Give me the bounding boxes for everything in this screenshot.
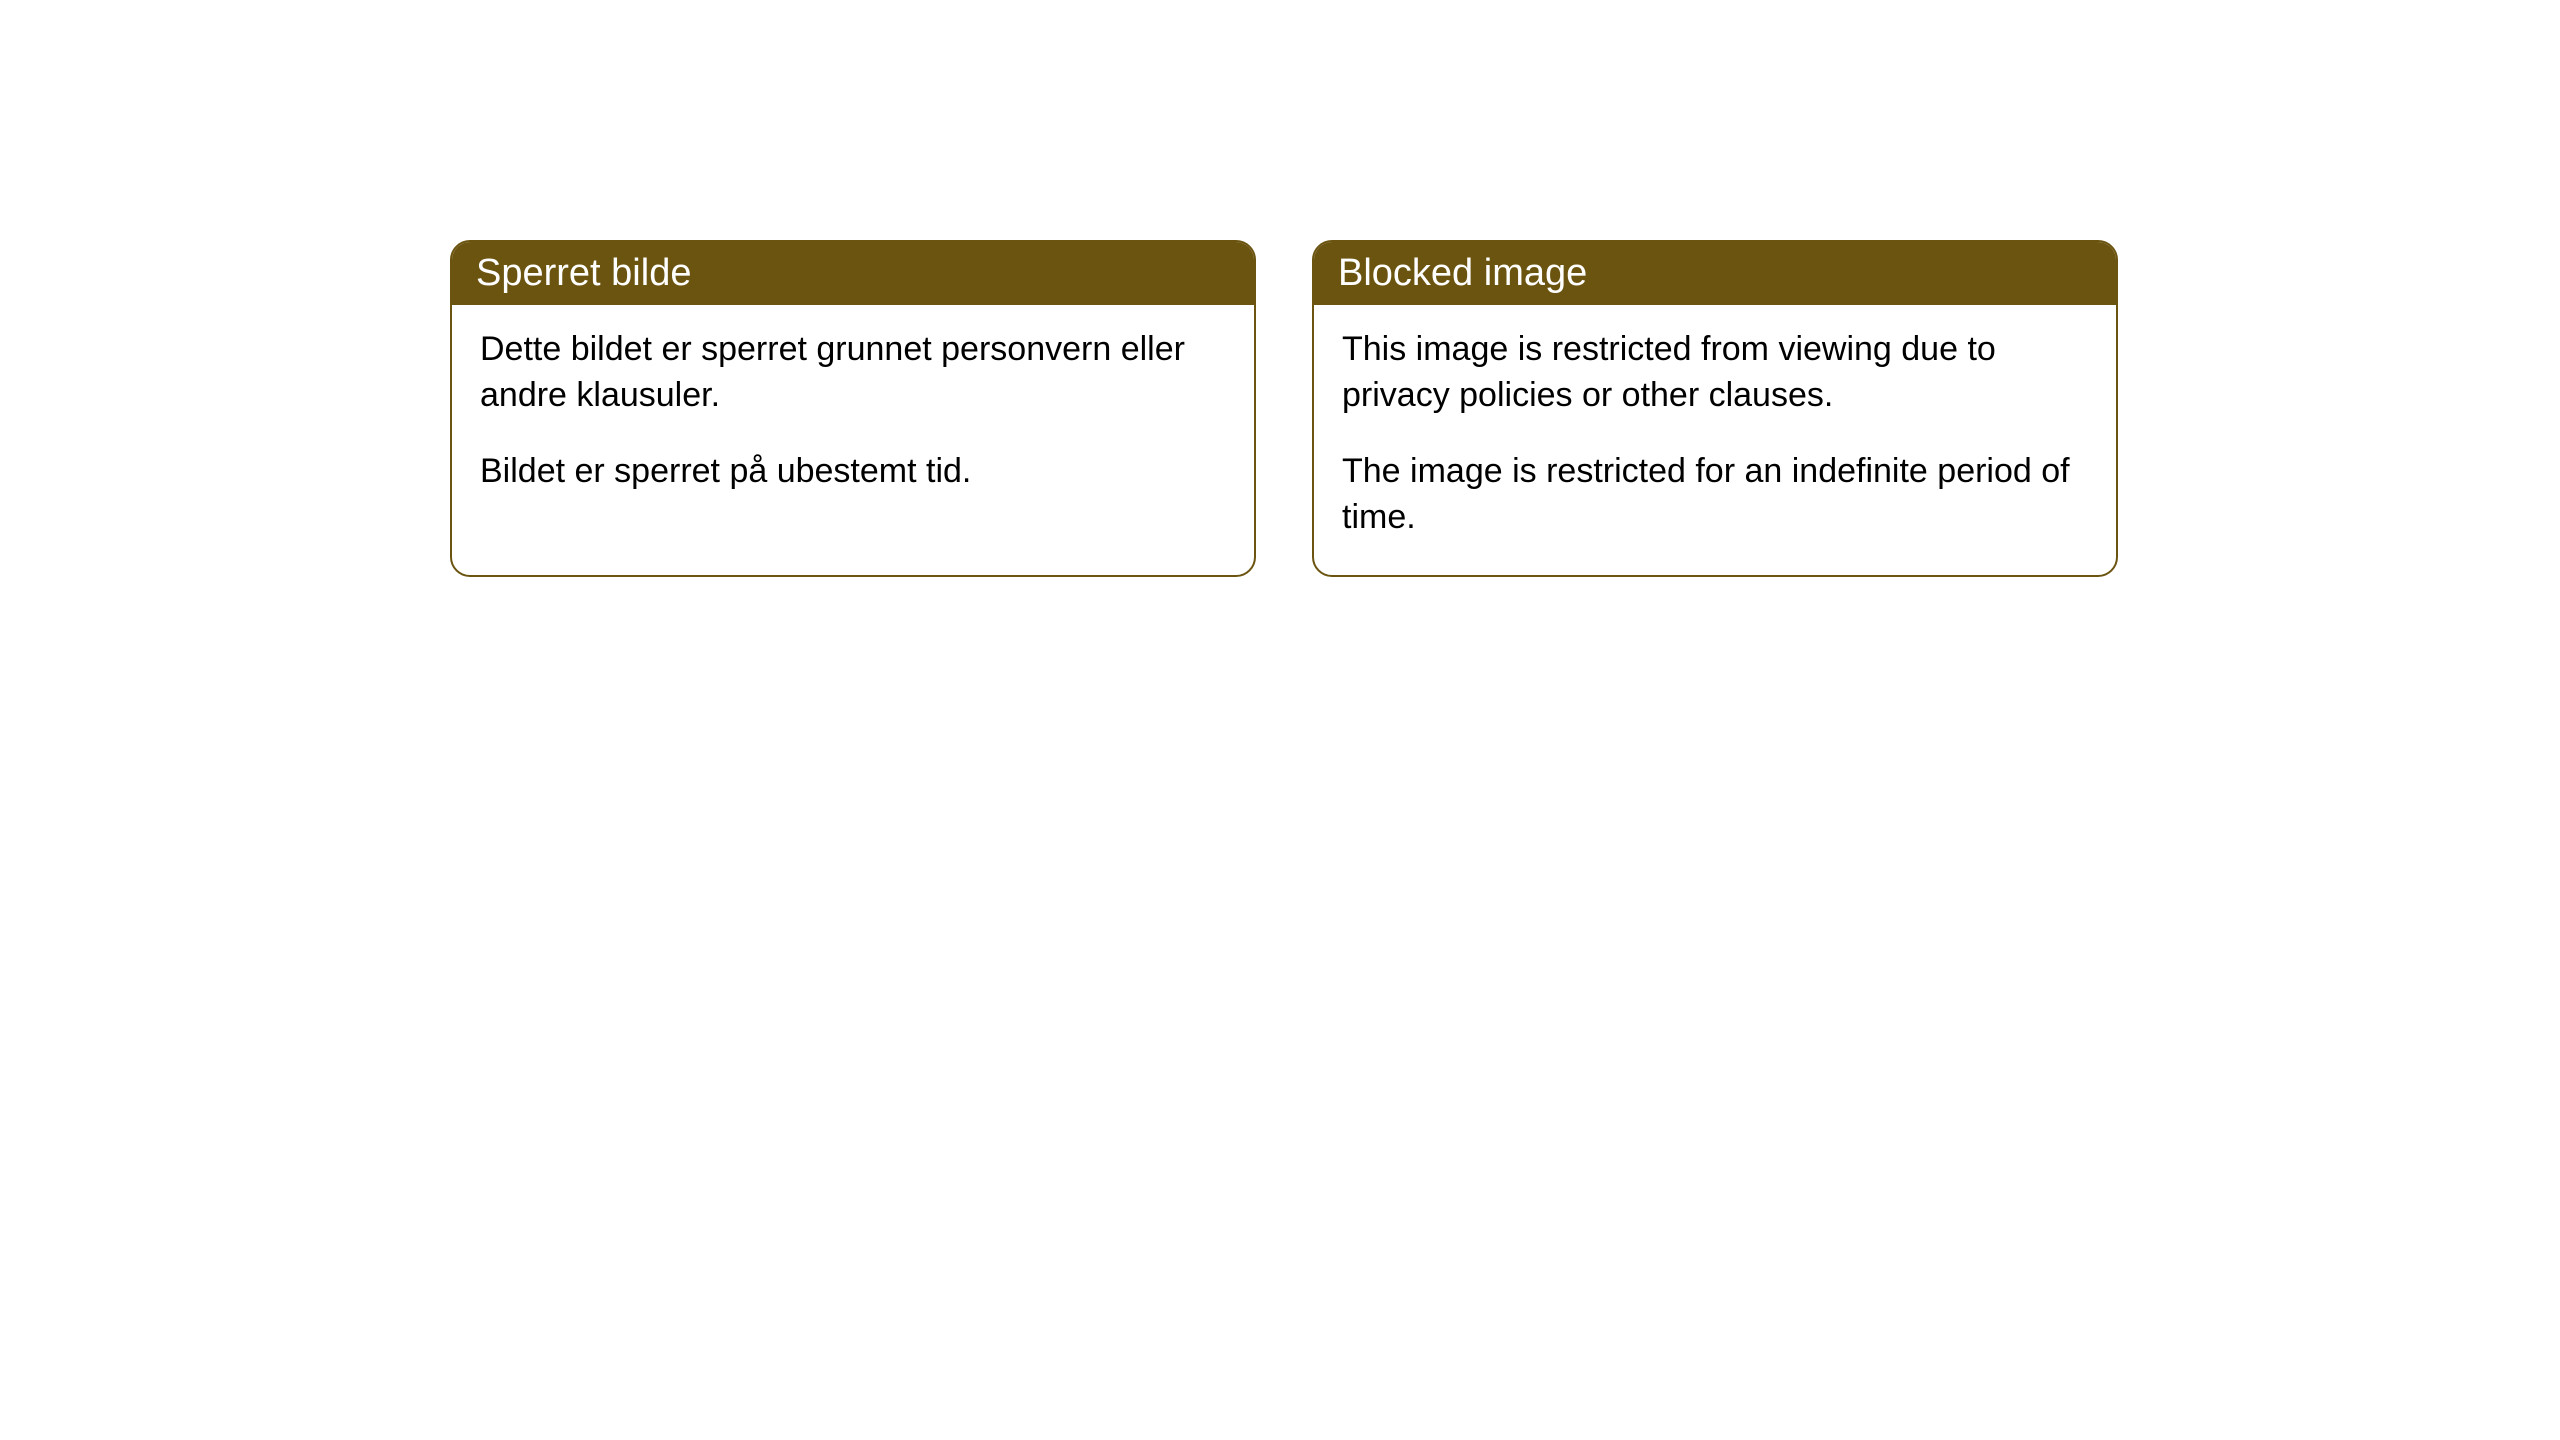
notice-card-english: Blocked image This image is restricted f… xyxy=(1312,240,2118,577)
card-title: Blocked image xyxy=(1338,252,1587,294)
card-header: Sperret bilde xyxy=(452,242,1254,305)
card-paragraph: This image is restricted from viewing du… xyxy=(1342,327,2088,419)
card-paragraph: The image is restricted for an indefinit… xyxy=(1342,449,2088,541)
card-body: Dette bildet er sperret grunnet personve… xyxy=(452,305,1254,529)
card-paragraph: Bildet er sperret på ubestemt tid. xyxy=(480,449,1226,495)
card-paragraph: Dette bildet er sperret grunnet personve… xyxy=(480,327,1226,419)
card-header: Blocked image xyxy=(1314,242,2116,305)
notice-cards-container: Sperret bilde Dette bildet er sperret gr… xyxy=(450,240,2560,577)
card-body: This image is restricted from viewing du… xyxy=(1314,305,2116,575)
card-title: Sperret bilde xyxy=(476,252,691,294)
notice-card-norwegian: Sperret bilde Dette bildet er sperret gr… xyxy=(450,240,1256,577)
